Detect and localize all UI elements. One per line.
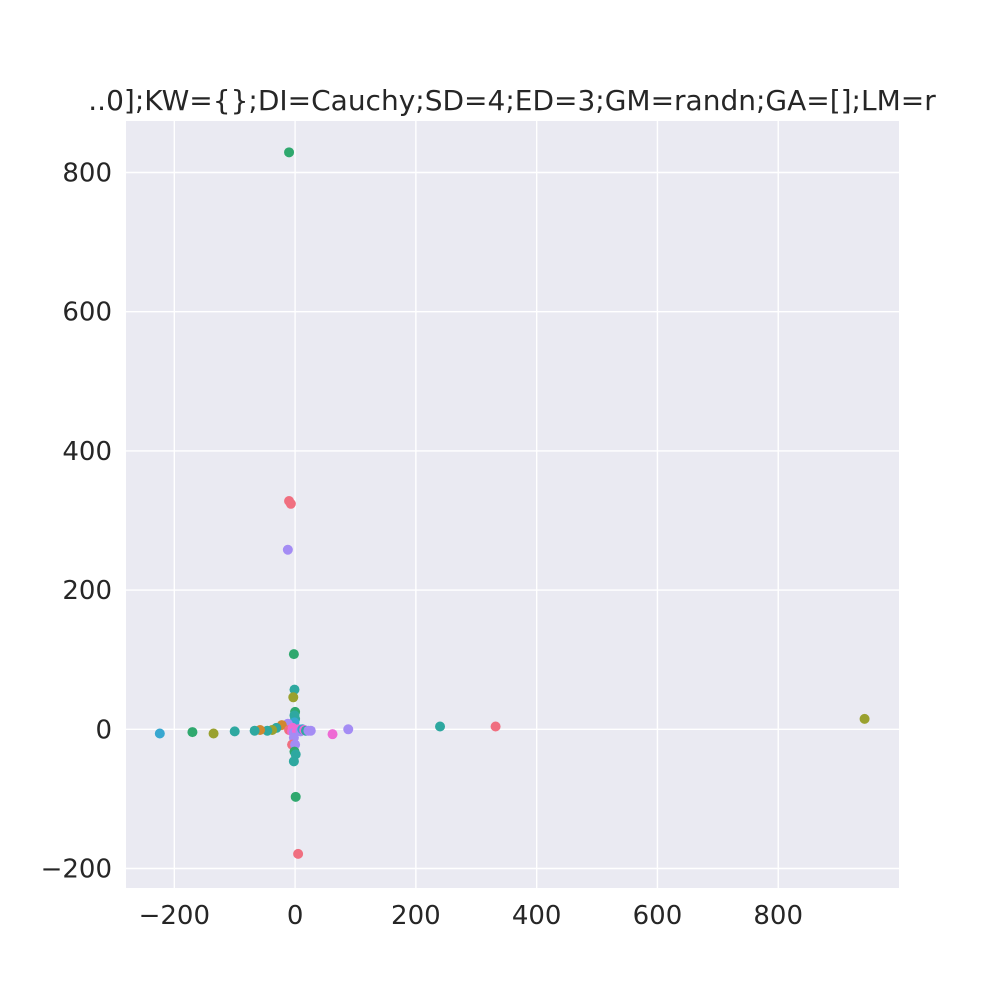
data-point bbox=[859, 713, 870, 724]
data-point bbox=[435, 721, 446, 732]
x-tick-label: 0 bbox=[287, 901, 304, 931]
x-tick-label: −200 bbox=[139, 901, 210, 931]
y-tick-label: 800 bbox=[62, 159, 112, 189]
x-tick-label: 600 bbox=[633, 901, 683, 931]
data-point bbox=[289, 684, 300, 695]
data-point bbox=[282, 544, 293, 555]
data-point bbox=[290, 791, 301, 802]
data-point bbox=[285, 498, 296, 509]
data-point bbox=[262, 725, 273, 736]
y-tick-label: 600 bbox=[62, 298, 112, 328]
x-tick-label: 400 bbox=[512, 901, 562, 931]
y-axis-ticks: −200 0 200 400 600 800 bbox=[41, 159, 112, 885]
data-point bbox=[490, 721, 501, 732]
data-point bbox=[288, 649, 299, 660]
data-point bbox=[293, 848, 304, 859]
plot-area bbox=[126, 121, 899, 888]
x-tick-label: 200 bbox=[391, 901, 441, 931]
data-point bbox=[343, 724, 354, 735]
y-tick-label: 0 bbox=[95, 715, 112, 745]
data-point bbox=[284, 147, 295, 158]
data-point bbox=[288, 756, 299, 767]
data-point bbox=[249, 725, 260, 736]
y-tick-label: 200 bbox=[62, 576, 112, 606]
x-axis-ticks: −200 0 200 400 600 800 bbox=[139, 901, 803, 931]
y-tick-label: −200 bbox=[41, 855, 112, 885]
data-point bbox=[229, 726, 240, 737]
data-point bbox=[208, 728, 219, 739]
x-tick-label: 800 bbox=[753, 901, 803, 931]
data-points bbox=[154, 147, 870, 859]
data-point bbox=[288, 692, 299, 703]
data-point bbox=[154, 728, 165, 739]
chart-title: ..0];KW={};DI=Cauchy;SD=4;ED=3;GM=randn;… bbox=[88, 84, 936, 117]
data-point bbox=[327, 729, 338, 740]
data-point bbox=[187, 727, 198, 738]
data-point bbox=[305, 725, 316, 736]
y-tick-label: 400 bbox=[62, 437, 112, 467]
